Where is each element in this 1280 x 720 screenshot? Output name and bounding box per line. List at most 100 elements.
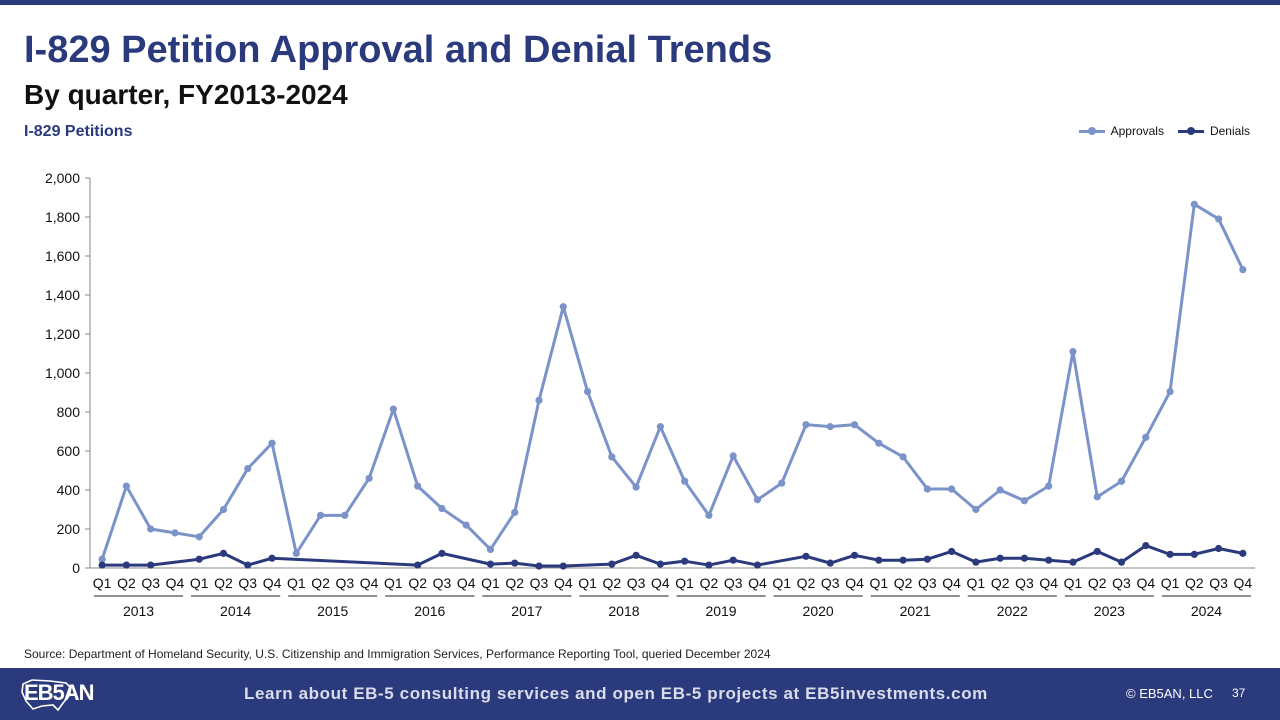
x-tick-label-quarter: Q3 bbox=[433, 575, 452, 591]
data-point-denials bbox=[1020, 554, 1029, 562]
x-tick-label-quarter: Q2 bbox=[894, 575, 913, 591]
data-point-approvals bbox=[341, 511, 349, 519]
data-point-denials bbox=[147, 561, 155, 569]
data-point-approvals bbox=[948, 485, 956, 493]
data-point-denials bbox=[753, 561, 762, 569]
data-point-denials bbox=[802, 552, 810, 560]
data-point-approvals bbox=[98, 555, 106, 563]
x-tick-label-quarter: Q1 bbox=[967, 575, 986, 591]
eb5an-logo: EB5AN bbox=[24, 680, 95, 705]
x-tick-label-quarter: Q3 bbox=[821, 575, 840, 591]
data-point-denials bbox=[1069, 558, 1077, 566]
data-point-denials bbox=[219, 549, 228, 557]
x-tick-label-quarter: Q1 bbox=[481, 575, 500, 591]
y-tick-label: 600 bbox=[57, 443, 81, 459]
y-tick-label: 1,600 bbox=[45, 248, 80, 264]
x-tick-label-quarter: Q4 bbox=[263, 575, 282, 591]
data-point-denials bbox=[535, 562, 543, 570]
data-point-approvals bbox=[1093, 493, 1101, 501]
data-point-approvals bbox=[195, 533, 203, 541]
x-tick-label-year: 2018 bbox=[608, 603, 639, 619]
legend-label-denials: Denials bbox=[1209, 124, 1250, 138]
data-point-approvals bbox=[705, 511, 713, 519]
data-point-approvals bbox=[219, 505, 228, 514]
legend-item-approvals: Approvals bbox=[1078, 124, 1164, 138]
x-tick-label-quarter: Q3 bbox=[1015, 575, 1034, 591]
data-point-denials bbox=[486, 560, 495, 568]
copyright-text: © EB5AN, LLC bbox=[1126, 686, 1213, 701]
data-point-approvals bbox=[681, 477, 689, 485]
x-tick-label-quarter: Q4 bbox=[1234, 575, 1253, 591]
data-point-approvals bbox=[244, 464, 252, 473]
y-tick-label: 400 bbox=[57, 482, 81, 498]
data-point-denials bbox=[1190, 550, 1198, 558]
data-point-approvals bbox=[899, 453, 907, 461]
x-tick-label-quarter: Q1 bbox=[190, 575, 209, 591]
data-point-approvals bbox=[122, 482, 131, 490]
data-point-approvals bbox=[1239, 266, 1247, 274]
x-tick-label-year: 2016 bbox=[414, 603, 445, 619]
y-tick-label: 1,000 bbox=[45, 365, 80, 381]
footer-bar: EB5AN Learn about EB-5 consulting servic… bbox=[0, 668, 1280, 720]
x-tick-label-quarter: Q2 bbox=[117, 575, 136, 591]
x-tick-label-quarter: Q2 bbox=[991, 575, 1010, 591]
data-point-approvals bbox=[462, 521, 470, 529]
x-tick-label-quarter: Q3 bbox=[1112, 575, 1131, 591]
x-tick-label-year: 2020 bbox=[803, 603, 834, 619]
data-point-denials bbox=[511, 559, 519, 567]
y-tick-label: 1,200 bbox=[45, 326, 80, 342]
data-point-denials bbox=[1093, 547, 1101, 556]
data-point-approvals bbox=[778, 479, 786, 487]
y-tick-label: 1,800 bbox=[45, 209, 80, 225]
legend-label-approvals: Approvals bbox=[1110, 124, 1164, 138]
data-point-approvals bbox=[535, 396, 543, 404]
data-point-denials bbox=[1142, 541, 1150, 550]
footer-promo-text: Learn about EB-5 consulting services and… bbox=[244, 684, 988, 703]
data-point-approvals bbox=[729, 452, 737, 460]
x-tick-label-quarter: Q4 bbox=[845, 575, 864, 591]
data-point-approvals bbox=[365, 474, 373, 482]
legend-swatch-approvals bbox=[1078, 126, 1105, 136]
data-point-denials bbox=[850, 551, 859, 559]
data-point-denials bbox=[972, 558, 980, 566]
data-point-approvals bbox=[632, 483, 640, 491]
x-tick-label-quarter: Q2 bbox=[700, 575, 719, 591]
data-point-approvals bbox=[486, 545, 495, 554]
chart-legend: Approvals Denials bbox=[1078, 124, 1250, 138]
data-point-denials bbox=[875, 556, 883, 564]
x-tick-label-quarter: Q1 bbox=[869, 575, 888, 591]
us-map-icon bbox=[21, 679, 72, 712]
source-note: Source: Department of Homeland Security,… bbox=[24, 647, 771, 661]
y-tick-label: 200 bbox=[57, 521, 81, 537]
data-point-denials bbox=[98, 561, 106, 569]
x-tick-label-quarter: Q4 bbox=[1039, 575, 1058, 591]
x-tick-label-quarter: Q1 bbox=[384, 575, 403, 591]
data-point-denials bbox=[414, 561, 422, 569]
data-point-approvals bbox=[608, 453, 616, 461]
data-point-denials bbox=[438, 549, 446, 557]
data-point-denials bbox=[244, 561, 252, 569]
x-tick-label-quarter: Q4 bbox=[1136, 575, 1155, 591]
data-point-approvals bbox=[1166, 387, 1174, 396]
data-point-approvals bbox=[438, 504, 446, 513]
x-tick-label-quarter: Q2 bbox=[408, 575, 427, 591]
legend-item-denials: Denials bbox=[1177, 124, 1250, 138]
data-point-approvals bbox=[923, 485, 931, 493]
x-tick-label-quarter: Q3 bbox=[336, 575, 355, 591]
x-tick-label-quarter: Q1 bbox=[675, 575, 694, 591]
data-point-approvals bbox=[826, 423, 834, 431]
x-tick-label-quarter: Q4 bbox=[651, 575, 670, 591]
data-point-approvals bbox=[656, 423, 664, 431]
data-point-approvals bbox=[1214, 215, 1223, 223]
data-point-denials bbox=[1214, 544, 1223, 553]
x-tick-label-quarter: Q1 bbox=[1161, 575, 1180, 591]
data-point-denials bbox=[122, 561, 131, 569]
legend-swatch-denials bbox=[1177, 126, 1204, 136]
data-point-approvals bbox=[414, 482, 422, 490]
data-point-approvals bbox=[850, 421, 859, 429]
x-tick-label-quarter: Q4 bbox=[748, 575, 767, 591]
data-point-denials bbox=[948, 547, 956, 556]
data-point-denials bbox=[608, 560, 616, 568]
page-subtitle: By quarter, FY2013-2024 bbox=[24, 79, 348, 110]
data-point-denials bbox=[705, 561, 713, 569]
